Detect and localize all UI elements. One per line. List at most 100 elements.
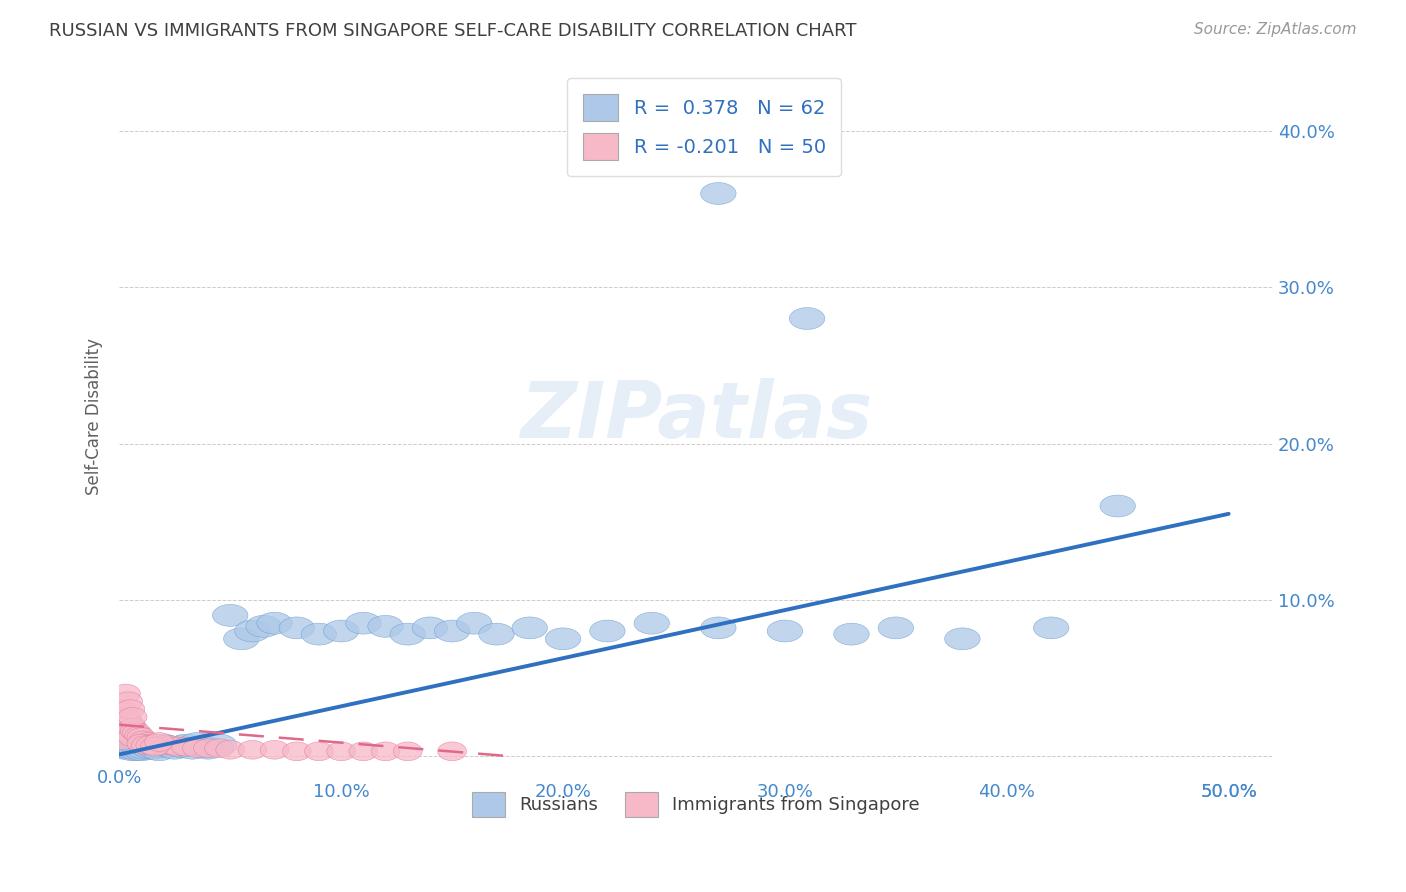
Ellipse shape: [111, 715, 141, 734]
Ellipse shape: [246, 615, 281, 637]
Text: RUSSIAN VS IMMIGRANTS FROM SINGAPORE SELF-CARE DISABILITY CORRELATION CHART: RUSSIAN VS IMMIGRANTS FROM SINGAPORE SEL…: [49, 22, 856, 40]
Ellipse shape: [389, 624, 426, 645]
Ellipse shape: [125, 726, 153, 745]
Ellipse shape: [127, 738, 162, 759]
Ellipse shape: [110, 712, 138, 731]
Ellipse shape: [589, 620, 626, 642]
Text: Source: ZipAtlas.com: Source: ZipAtlas.com: [1194, 22, 1357, 37]
Ellipse shape: [163, 736, 200, 757]
Ellipse shape: [131, 736, 166, 757]
Ellipse shape: [104, 736, 139, 757]
Ellipse shape: [127, 734, 156, 753]
Ellipse shape: [121, 734, 157, 756]
Ellipse shape: [150, 736, 186, 757]
Ellipse shape: [201, 734, 236, 756]
Ellipse shape: [122, 723, 152, 742]
Ellipse shape: [107, 699, 136, 719]
Y-axis label: Self-Care Disability: Self-Care Disability: [86, 338, 103, 495]
Ellipse shape: [110, 719, 138, 738]
Ellipse shape: [114, 712, 142, 731]
Ellipse shape: [115, 725, 145, 744]
Ellipse shape: [169, 734, 204, 756]
Ellipse shape: [457, 612, 492, 634]
Ellipse shape: [394, 742, 422, 761]
Ellipse shape: [136, 738, 173, 759]
Ellipse shape: [121, 738, 157, 759]
Ellipse shape: [224, 628, 259, 649]
Ellipse shape: [834, 624, 869, 645]
Ellipse shape: [945, 628, 980, 649]
Ellipse shape: [257, 612, 292, 634]
Text: 40.0%: 40.0%: [979, 782, 1035, 801]
Ellipse shape: [301, 624, 336, 645]
Ellipse shape: [146, 734, 181, 756]
Ellipse shape: [157, 738, 193, 759]
Ellipse shape: [145, 732, 173, 751]
Text: 10.0%: 10.0%: [312, 782, 370, 801]
Ellipse shape: [115, 699, 145, 719]
Ellipse shape: [117, 732, 153, 755]
Ellipse shape: [212, 605, 247, 626]
Ellipse shape: [129, 731, 157, 750]
Text: 20.0%: 20.0%: [534, 782, 592, 801]
Ellipse shape: [346, 612, 381, 634]
Ellipse shape: [111, 684, 141, 703]
Ellipse shape: [107, 731, 136, 750]
Ellipse shape: [371, 742, 399, 761]
Ellipse shape: [118, 719, 148, 738]
Ellipse shape: [478, 624, 515, 645]
Ellipse shape: [700, 617, 737, 639]
Ellipse shape: [142, 734, 172, 753]
Ellipse shape: [107, 707, 136, 726]
Ellipse shape: [437, 742, 467, 761]
Ellipse shape: [1099, 495, 1136, 517]
Ellipse shape: [768, 620, 803, 642]
Ellipse shape: [105, 738, 142, 759]
Ellipse shape: [120, 739, 155, 761]
Ellipse shape: [186, 736, 221, 757]
Ellipse shape: [305, 742, 333, 761]
Ellipse shape: [141, 738, 169, 756]
Ellipse shape: [108, 734, 143, 756]
Ellipse shape: [1033, 617, 1069, 639]
Ellipse shape: [215, 740, 245, 759]
Ellipse shape: [134, 732, 163, 751]
Ellipse shape: [107, 715, 136, 734]
Ellipse shape: [326, 742, 356, 761]
Ellipse shape: [156, 736, 184, 755]
Text: 50.0%: 50.0%: [1201, 782, 1257, 801]
Ellipse shape: [235, 620, 270, 642]
Legend: Russians, Immigrants from Singapore: Russians, Immigrants from Singapore: [465, 784, 927, 824]
Ellipse shape: [110, 703, 138, 722]
Ellipse shape: [124, 736, 159, 757]
Ellipse shape: [117, 738, 153, 759]
Ellipse shape: [260, 740, 290, 759]
Ellipse shape: [179, 732, 215, 755]
Ellipse shape: [112, 738, 148, 759]
Ellipse shape: [789, 308, 825, 329]
Ellipse shape: [124, 739, 159, 761]
Ellipse shape: [368, 615, 404, 637]
Ellipse shape: [118, 728, 148, 747]
Ellipse shape: [138, 734, 167, 753]
Ellipse shape: [111, 707, 141, 726]
Ellipse shape: [194, 739, 222, 757]
Ellipse shape: [238, 740, 267, 759]
Ellipse shape: [512, 617, 547, 639]
Ellipse shape: [172, 738, 200, 756]
Ellipse shape: [115, 739, 150, 761]
Ellipse shape: [120, 736, 155, 757]
Ellipse shape: [115, 715, 145, 734]
Ellipse shape: [111, 736, 146, 757]
Ellipse shape: [127, 728, 156, 747]
Text: 30.0%: 30.0%: [756, 782, 813, 801]
Ellipse shape: [132, 738, 169, 759]
Ellipse shape: [546, 628, 581, 649]
Ellipse shape: [142, 739, 177, 761]
Ellipse shape: [135, 734, 170, 756]
Ellipse shape: [149, 736, 179, 755]
Ellipse shape: [121, 722, 149, 740]
Ellipse shape: [107, 723, 136, 742]
Ellipse shape: [112, 732, 148, 755]
Ellipse shape: [132, 736, 160, 755]
